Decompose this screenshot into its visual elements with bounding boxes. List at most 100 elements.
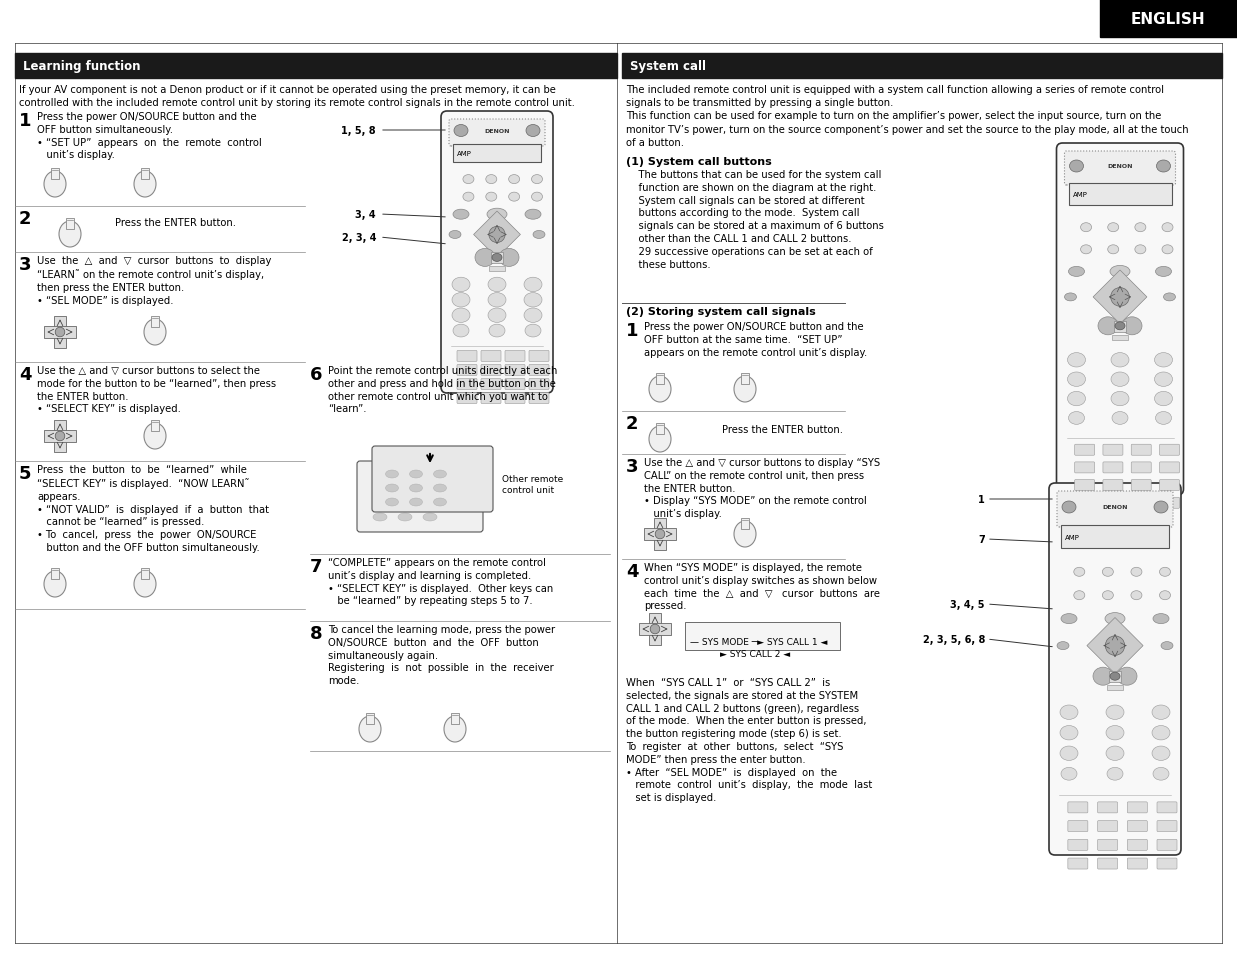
FancyBboxPatch shape [1075,462,1095,474]
Polygon shape [656,423,664,435]
FancyBboxPatch shape [449,120,546,147]
Ellipse shape [453,325,469,337]
Bar [1107,685,1123,691]
FancyBboxPatch shape [1103,462,1123,474]
Ellipse shape [1134,223,1145,233]
FancyBboxPatch shape [456,379,477,390]
FancyBboxPatch shape [357,461,482,533]
Ellipse shape [1162,223,1173,233]
Ellipse shape [1153,767,1169,781]
Ellipse shape [143,423,166,450]
Ellipse shape [398,499,412,507]
Bar [54,420,66,453]
Text: 1: 1 [626,322,638,339]
FancyBboxPatch shape [1068,821,1087,832]
Ellipse shape [444,717,466,742]
Text: 3, 4: 3, 4 [355,210,376,220]
Text: 4: 4 [19,366,31,384]
Ellipse shape [1154,373,1173,387]
Bar [453,145,541,162]
Text: Press the ENTER button.: Press the ENTER button. [115,218,236,228]
Ellipse shape [508,193,520,202]
Ellipse shape [492,254,502,262]
Bar [649,614,661,645]
FancyBboxPatch shape [1157,840,1176,850]
Ellipse shape [734,521,756,547]
Ellipse shape [1111,289,1129,307]
FancyBboxPatch shape [456,365,477,376]
FancyBboxPatch shape [505,379,524,390]
Text: 1, 5, 8: 1, 5, 8 [341,126,376,136]
FancyBboxPatch shape [529,365,549,376]
Ellipse shape [1106,726,1124,740]
Ellipse shape [486,193,497,202]
FancyBboxPatch shape [1103,445,1123,456]
Ellipse shape [508,175,520,185]
Ellipse shape [59,222,80,248]
Polygon shape [51,568,59,579]
Ellipse shape [1152,746,1170,760]
FancyBboxPatch shape [442,112,553,394]
Text: If your AV component is not a Denon product or if it cannot be operated using th: If your AV component is not a Denon prod… [19,85,575,108]
Ellipse shape [1069,267,1085,277]
Polygon shape [452,713,459,724]
Ellipse shape [56,328,64,337]
Text: 3: 3 [19,255,31,274]
FancyBboxPatch shape [481,351,501,362]
Ellipse shape [1094,667,1113,685]
Text: (2) Storing system call signals: (2) Storing system call signals [626,307,815,316]
Text: 7: 7 [978,535,985,544]
FancyBboxPatch shape [505,394,524,404]
Bar [489,267,505,273]
Ellipse shape [1122,317,1142,335]
FancyBboxPatch shape [505,365,524,376]
Ellipse shape [489,294,506,308]
Ellipse shape [1081,223,1091,233]
Ellipse shape [1065,294,1076,301]
Text: 2, 3, 5, 6, 8: 2, 3, 5, 6, 8 [923,635,985,644]
Bar [1069,184,1171,206]
Text: When “SYS MODE” is displayed, the remote
control unit’s display switches as show: When “SYS MODE” is displayed, the remote… [644,562,880,611]
Ellipse shape [1111,373,1129,387]
FancyBboxPatch shape [1075,497,1095,509]
Text: Use the △ and ▽ cursor buttons to select the
mode for the button to be “learned”: Use the △ and ▽ cursor buttons to select… [37,366,276,414]
FancyBboxPatch shape [456,351,477,362]
FancyBboxPatch shape [1159,445,1180,456]
Ellipse shape [433,471,447,478]
Text: Press the power ON/SOURCE button and the
OFF button simultaneously.
• “SET UP”  : Press the power ON/SOURCE button and the… [37,112,262,160]
Ellipse shape [1070,161,1084,172]
Bar [640,624,670,635]
Ellipse shape [1060,746,1077,760]
Bar [1061,525,1169,549]
FancyBboxPatch shape [1159,462,1180,474]
FancyBboxPatch shape [1157,802,1176,813]
Ellipse shape [1111,354,1129,368]
Ellipse shape [1081,246,1091,254]
FancyBboxPatch shape [1159,497,1180,509]
Ellipse shape [656,530,664,539]
FancyBboxPatch shape [1068,840,1087,850]
Ellipse shape [1164,294,1175,301]
FancyBboxPatch shape [1065,152,1175,186]
Polygon shape [1094,271,1147,324]
Ellipse shape [359,717,381,742]
Bar [1100,0,1237,38]
FancyBboxPatch shape [1103,480,1123,491]
Polygon shape [741,518,748,530]
Ellipse shape [1117,667,1137,685]
Ellipse shape [409,471,423,478]
Bar [622,54,1222,79]
Ellipse shape [1061,614,1077,624]
Text: DENON: DENON [484,129,510,133]
Bar [644,529,675,540]
FancyBboxPatch shape [505,351,524,362]
Ellipse shape [45,572,66,598]
Text: AMP: AMP [1072,192,1087,198]
Ellipse shape [532,193,543,202]
Ellipse shape [489,309,506,323]
Text: 1: 1 [978,495,985,504]
Ellipse shape [409,498,423,506]
Text: DENON: DENON [1102,505,1128,510]
Bar [1110,672,1121,682]
FancyBboxPatch shape [1097,858,1117,869]
